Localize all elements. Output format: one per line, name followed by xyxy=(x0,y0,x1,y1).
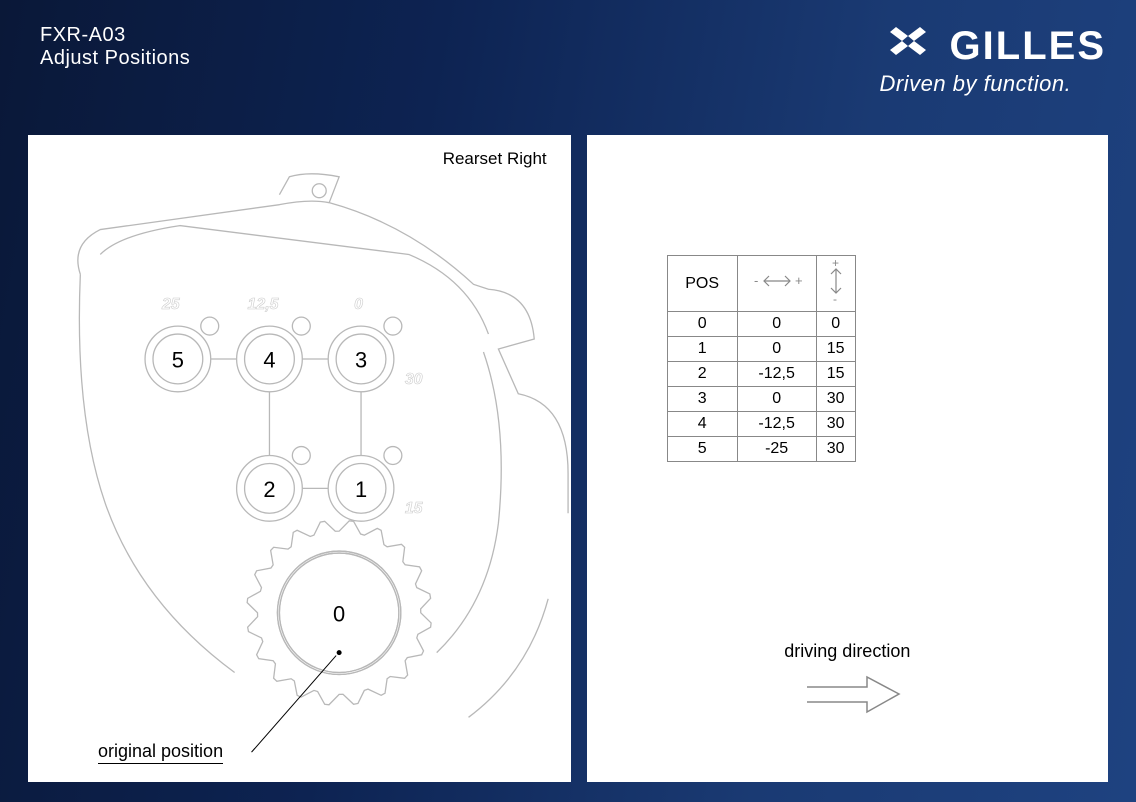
table-cell: 5 xyxy=(667,437,737,462)
table-row: 4-12,530 xyxy=(667,412,855,437)
table-cell: -12,5 xyxy=(737,412,816,437)
table-cell: 2 xyxy=(667,362,737,387)
table-cell: 3 xyxy=(667,387,737,412)
svg-text:+: + xyxy=(832,259,839,270)
table-row: 2-12,515 xyxy=(667,362,855,387)
panel-container: Rearset Right xyxy=(28,135,1108,782)
positions-table: POS - + xyxy=(667,255,856,462)
svg-text:30: 30 xyxy=(405,371,423,388)
panel-table: POS - + xyxy=(587,135,1108,782)
svg-text:0: 0 xyxy=(333,601,345,626)
svg-text:-: - xyxy=(754,273,758,288)
original-position-label: original position xyxy=(98,741,223,764)
table-cell: 0 xyxy=(816,312,855,337)
brand-name: GILLES xyxy=(950,24,1106,69)
table-cell: -25 xyxy=(737,437,816,462)
svg-text:4: 4 xyxy=(263,347,275,372)
driving-direction-arrow-icon xyxy=(787,704,907,721)
table-cell: 0 xyxy=(737,337,816,362)
svg-text:+: + xyxy=(795,273,803,288)
brand-logo-icon xyxy=(880,24,936,69)
header-block: FXR-A03 Adjust Positions xyxy=(40,24,190,70)
table-row: 3030 xyxy=(667,387,855,412)
table-cell: 0 xyxy=(737,312,816,337)
svg-text:15: 15 xyxy=(405,500,424,517)
page-title: Adjust Positions xyxy=(40,47,190,70)
table-cell: 15 xyxy=(816,362,855,387)
product-code: FXR-A03 xyxy=(40,24,190,47)
table-header-horizontal: - + xyxy=(737,256,816,312)
table-cell: 30 xyxy=(816,437,855,462)
table-row: 000 xyxy=(667,312,855,337)
svg-text:5: 5 xyxy=(172,347,184,372)
table-cell: -12,5 xyxy=(737,362,816,387)
brand-tagline: Driven by function. xyxy=(880,71,1106,97)
svg-text:12,5: 12,5 xyxy=(248,296,280,313)
table-cell: 0 xyxy=(667,312,737,337)
svg-text:0: 0 xyxy=(354,296,363,313)
table-cell: 4 xyxy=(667,412,737,437)
vertical-arrow-icon: + - xyxy=(821,259,851,303)
horizontal-arrow-icon: - + xyxy=(742,269,812,293)
brand-block: GILLES Driven by function. xyxy=(880,24,1106,97)
svg-text:1: 1 xyxy=(355,477,367,502)
table-header-pos: POS xyxy=(667,256,737,312)
table-cell: 0 xyxy=(737,387,816,412)
panel-diagram: Rearset Right xyxy=(28,135,571,782)
table-cell: 30 xyxy=(816,387,855,412)
table-cell: 15 xyxy=(816,337,855,362)
table-header-vertical: + - xyxy=(816,256,855,312)
table-row: 1015 xyxy=(667,337,855,362)
svg-text:2: 2 xyxy=(263,477,275,502)
table-cell: 1 xyxy=(667,337,737,362)
svg-text:25: 25 xyxy=(161,296,181,313)
svg-text:3: 3 xyxy=(355,347,367,372)
driving-direction-block: driving direction xyxy=(587,641,1108,722)
table-cell: 30 xyxy=(816,412,855,437)
svg-text:-: - xyxy=(833,292,837,303)
driving-direction-label: driving direction xyxy=(587,641,1108,662)
rearset-diagram: 25 12,5 0 30 15 5 4 3 2 1 0 xyxy=(28,135,571,782)
table-row: 5-2530 xyxy=(667,437,855,462)
